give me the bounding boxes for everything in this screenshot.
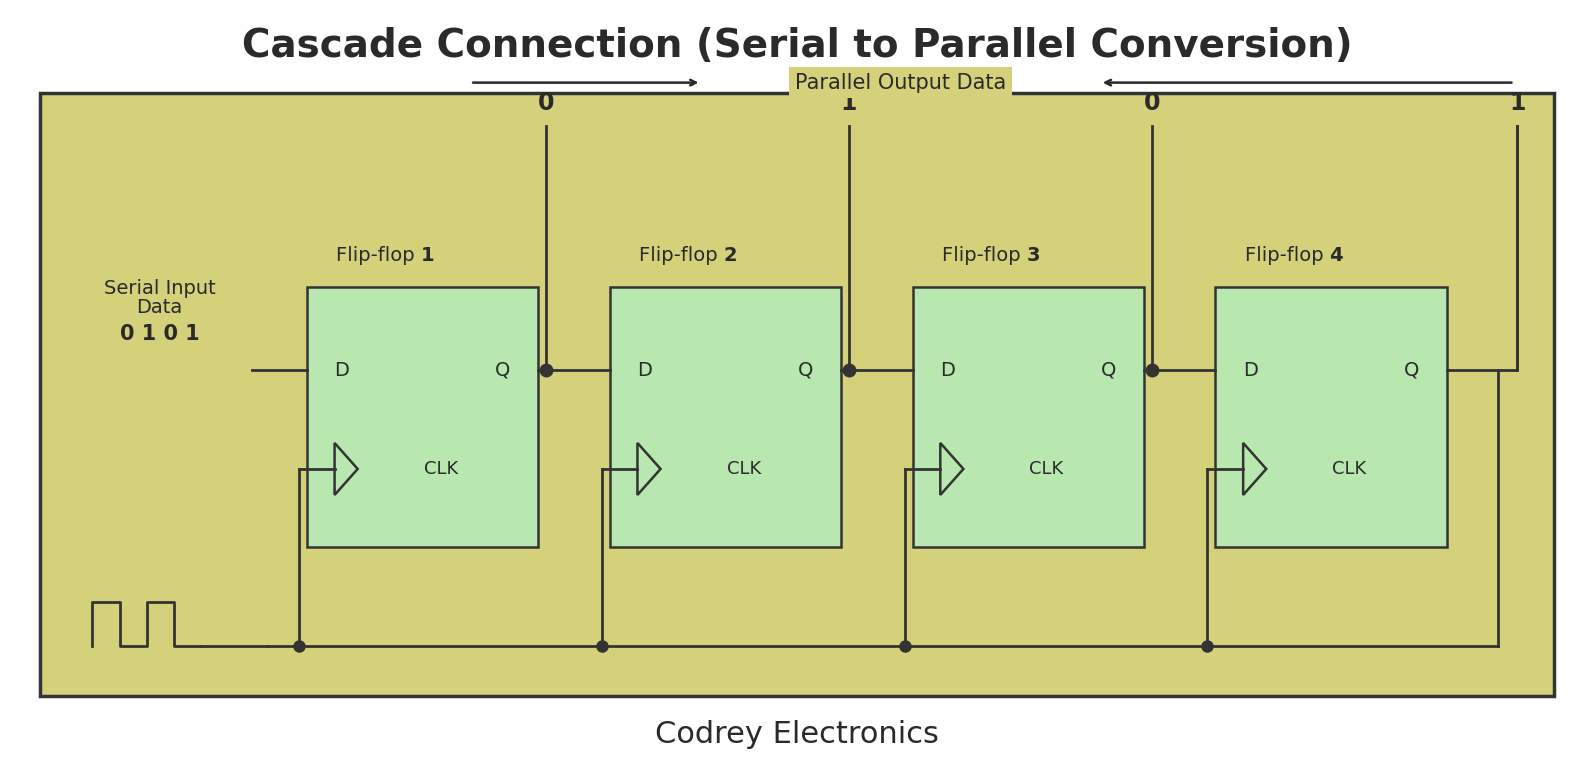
Text: D: D (940, 360, 955, 379)
Text: 0: 0 (1143, 91, 1160, 115)
Bar (1215, 287, 1447, 547)
Text: Data: Data (135, 298, 183, 317)
Text: Q: Q (1100, 360, 1116, 379)
Text: D: D (1243, 360, 1258, 379)
Text: 4: 4 (1329, 246, 1344, 265)
Text: 0: 0 (537, 91, 555, 115)
Text: 0 1 0 1: 0 1 0 1 (120, 324, 199, 344)
Bar (912, 287, 1144, 547)
Text: Flip-flop: Flip-flop (639, 246, 724, 265)
Text: Codrey Electronics: Codrey Electronics (655, 720, 939, 749)
Text: Parallel Output Data: Parallel Output Data (795, 73, 1006, 93)
Text: CLK: CLK (1333, 460, 1366, 478)
Bar (609, 287, 842, 547)
Bar (0, 0, 1594, 93)
Text: CLK: CLK (727, 460, 760, 478)
Text: 2: 2 (724, 246, 738, 265)
Text: CLK: CLK (424, 460, 457, 478)
Bar (306, 287, 537, 547)
Text: Cascade Connection (Serial to Parallel Conversion): Cascade Connection (Serial to Parallel C… (242, 27, 1352, 65)
Text: Flip-flop: Flip-flop (1245, 246, 1329, 265)
Text: CLK: CLK (1030, 460, 1063, 478)
Text: 1: 1 (421, 246, 435, 265)
Text: 3: 3 (1027, 246, 1039, 265)
Text: D: D (638, 360, 652, 379)
Text: 1: 1 (840, 91, 858, 115)
Text: Flip-flop: Flip-flop (942, 246, 1027, 265)
Text: Flip-flop: Flip-flop (336, 246, 421, 265)
Bar (40, 93, 1554, 696)
Text: Q: Q (797, 360, 813, 379)
Text: Q: Q (494, 360, 510, 379)
Text: D: D (335, 360, 349, 379)
Text: 1: 1 (1510, 91, 1525, 115)
Text: Q: Q (1403, 360, 1419, 379)
Text: Serial Input: Serial Input (104, 279, 215, 298)
